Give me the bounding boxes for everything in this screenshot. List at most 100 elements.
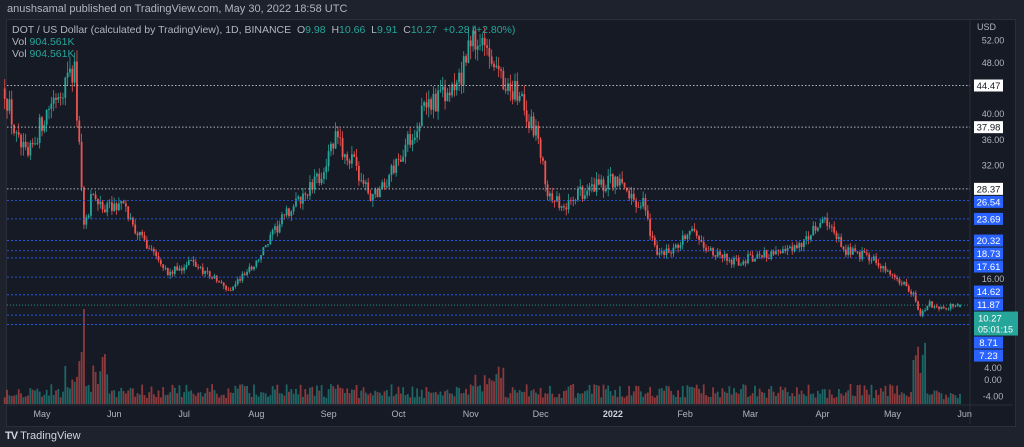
volume-bar — [267, 396, 269, 404]
volume-bar — [740, 389, 742, 404]
candle — [504, 89, 507, 91]
candle — [658, 252, 661, 255]
volume-bar — [173, 387, 176, 404]
volume-bar — [511, 387, 514, 404]
candle — [558, 196, 561, 208]
candle — [197, 266, 200, 268]
candle — [604, 189, 607, 192]
volume-bar — [185, 384, 188, 404]
candle — [765, 250, 768, 258]
x-tick-label: Jul — [178, 409, 190, 419]
volume-bar — [782, 389, 784, 404]
candle — [632, 193, 635, 200]
logo-text: TradingView — [20, 430, 81, 442]
volume-bar — [719, 397, 721, 404]
tradingview-logo[interactable]: TV TradingView — [5, 430, 81, 442]
candle — [651, 235, 654, 238]
candle — [232, 286, 234, 291]
candle — [423, 102, 426, 106]
candle — [229, 290, 232, 292]
candle — [311, 182, 314, 190]
volume-bar — [108, 393, 111, 404]
candle — [709, 248, 712, 251]
volume-bar — [187, 391, 190, 404]
candle — [409, 134, 412, 145]
volume-bar — [779, 386, 782, 404]
volume-bar — [523, 391, 526, 404]
volume-bar — [425, 387, 428, 404]
volume-bar — [514, 389, 516, 404]
candle — [956, 304, 959, 306]
candle — [726, 253, 728, 261]
candle — [821, 219, 824, 224]
candle — [367, 182, 370, 194]
volume-bar — [472, 385, 474, 404]
volume-bar — [234, 385, 237, 404]
candle — [553, 201, 556, 203]
volume-bar — [141, 384, 144, 404]
volume-bar — [316, 385, 318, 404]
volume-bar — [115, 397, 118, 404]
candle — [910, 291, 912, 295]
volume-bar — [31, 389, 34, 404]
candle — [57, 97, 60, 100]
level-label: 17.61 — [977, 262, 1001, 273]
candle — [66, 72, 69, 78]
candle — [751, 255, 754, 262]
volume-bar — [413, 397, 416, 404]
volume-bar — [292, 393, 295, 404]
volume-bar — [157, 390, 160, 404]
candle — [684, 235, 686, 240]
candle — [712, 248, 714, 256]
candle — [90, 194, 92, 216]
candle — [465, 56, 467, 63]
candle — [129, 217, 132, 220]
candle — [376, 189, 379, 198]
candle — [332, 143, 335, 149]
level-label: 44.47 — [977, 81, 1001, 92]
candle — [872, 256, 875, 261]
candle — [13, 124, 15, 134]
volume-bar — [644, 393, 647, 404]
volume-bar — [204, 393, 206, 404]
countdown-label: 05:01:15 — [978, 325, 1013, 335]
candle — [113, 203, 116, 211]
volume-bar — [330, 384, 332, 404]
level-label-box — [974, 336, 1003, 349]
volume-bar — [847, 390, 850, 404]
candle — [768, 257, 770, 259]
candle — [556, 196, 558, 202]
volume-bar — [120, 387, 123, 404]
volume-bar — [211, 384, 213, 404]
candle — [497, 65, 500, 70]
level-label: 20.32 — [977, 236, 1001, 247]
volume-bar — [416, 388, 419, 404]
level-label-box — [974, 182, 1003, 195]
volume-bar — [865, 389, 868, 404]
volume-bar — [816, 390, 819, 404]
candle — [819, 223, 822, 228]
candle — [162, 264, 165, 269]
candle — [763, 250, 766, 258]
candle — [159, 260, 162, 265]
candle — [99, 201, 102, 205]
volume-bar — [97, 384, 99, 404]
vol-value: 904.561K — [29, 48, 75, 60]
candle — [399, 159, 402, 162]
chart-panel[interactable] — [6, 19, 1016, 427]
volume-bar — [777, 392, 780, 404]
candle — [211, 276, 213, 279]
candle — [353, 154, 356, 158]
level-label-box — [974, 234, 1003, 247]
candle — [267, 244, 269, 246]
candle — [714, 255, 717, 257]
volume-bar — [949, 393, 952, 404]
candle — [730, 259, 733, 265]
candle — [609, 174, 612, 177]
volume-bar — [381, 395, 384, 404]
candle — [78, 120, 81, 142]
candle — [903, 282, 905, 285]
level-label-box — [974, 121, 1003, 134]
volume-bar — [947, 397, 950, 404]
